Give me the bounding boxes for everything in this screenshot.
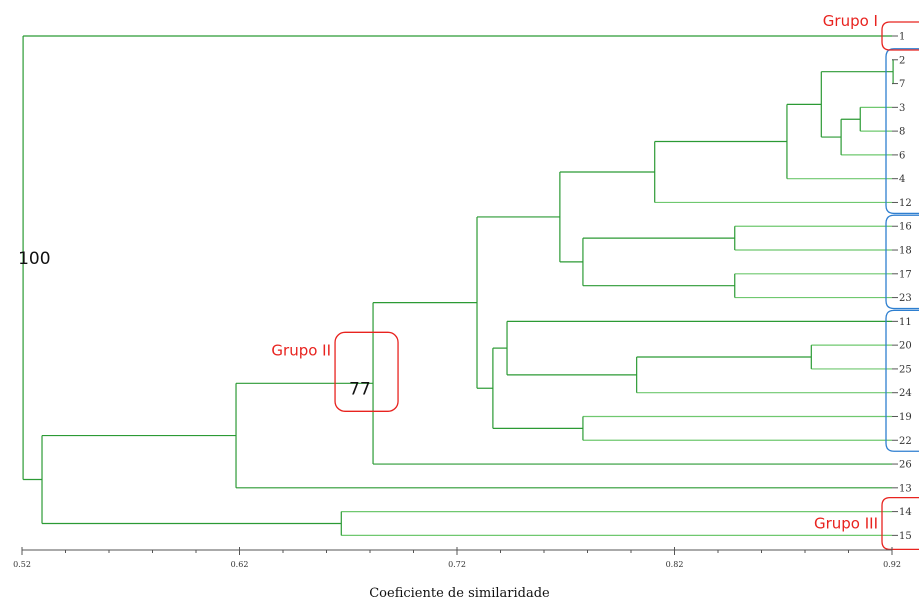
leaf-label-1: 1: [899, 32, 905, 43]
node-label-c17: 77: [349, 379, 371, 399]
axis-tick-label: 0.92: [883, 560, 901, 569]
subgroup-bracket-1: [885, 48, 919, 215]
x-axis: 0.52 0.62 0.72 0.82 0.92: [13, 547, 901, 569]
subgroup-bracket-2: [885, 214, 919, 310]
axis-tick-label: 0.62: [231, 560, 249, 569]
group-box-2: [334, 331, 399, 412]
group-boxes: [334, 21, 919, 551]
group-label-1: Grupo I: [823, 12, 878, 30]
leaf-label-12: 12: [899, 198, 912, 209]
leaf-label-25: 25: [899, 364, 912, 375]
leaf-label-14: 14: [899, 507, 912, 518]
group-label-3: Grupo III: [814, 514, 878, 532]
leaf-label-11: 11: [899, 317, 912, 328]
leaf-label-8: 8: [899, 127, 905, 138]
leaf-label-6: 6: [899, 150, 905, 161]
leaf-label-2: 2: [899, 55, 905, 66]
group-box-3: [881, 496, 919, 551]
leaf-label-20: 20: [899, 341, 912, 352]
leaf-label-4: 4: [899, 174, 905, 185]
leaf-label-15: 15: [899, 531, 912, 542]
node-label-c21: 100: [18, 249, 50, 269]
leaf-label-3: 3: [899, 103, 905, 114]
axis-tick-label: 0.52: [13, 560, 31, 569]
axis-tick-label: 0.72: [448, 560, 466, 569]
leaf-label-26: 26: [899, 460, 912, 471]
leaf-label-22: 22: [899, 436, 912, 447]
leaf-label-17: 17: [899, 269, 912, 280]
x-axis-title: Coeficiente de similaridade: [369, 586, 550, 601]
group-label-2: Grupo II: [271, 341, 331, 359]
leaf-label-23: 23: [899, 293, 912, 304]
leaf-label-19: 19: [899, 412, 912, 423]
leaf-label-13: 13: [899, 483, 912, 494]
subgroup-bracket-3: [885, 309, 919, 452]
annotations: Grupo I Grupo II Grupo III 77 100: [18, 12, 878, 532]
leaf-label-18: 18: [899, 246, 912, 257]
leaf-label-7: 7: [899, 79, 905, 90]
dendrogram-branches: [22, 35, 894, 536]
group-box-1: [881, 21, 919, 51]
axis-tick-label: 0.82: [666, 560, 684, 569]
leaf-label-16: 16: [899, 222, 912, 233]
leaf-label-24: 24: [899, 388, 912, 399]
